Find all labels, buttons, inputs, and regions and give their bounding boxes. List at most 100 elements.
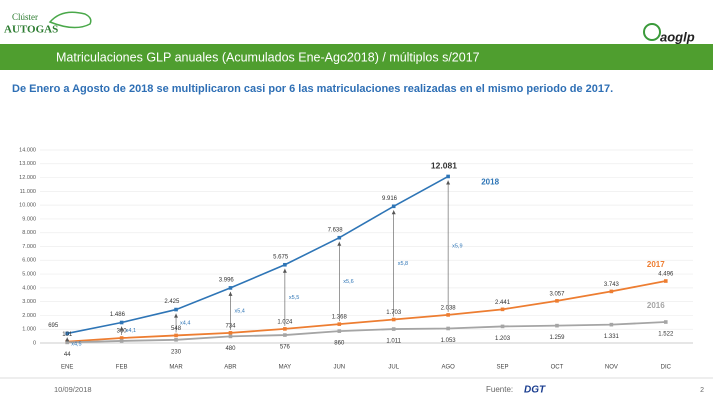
data-label: 1.703 bbox=[386, 310, 402, 316]
multiplier: x4,4 bbox=[180, 320, 190, 326]
data-label: 576 bbox=[280, 345, 291, 351]
marker bbox=[337, 322, 342, 326]
multiplier: x5,9 bbox=[452, 244, 462, 250]
subtitle: De Enero a Agosto de 2018 se multiplicar… bbox=[12, 83, 613, 95]
logo-icon bbox=[643, 23, 661, 41]
data-label: 44 bbox=[64, 352, 71, 358]
marker bbox=[609, 289, 614, 294]
marker bbox=[119, 339, 124, 343]
data-label: 480 bbox=[225, 346, 236, 352]
series-line bbox=[67, 280, 666, 343]
marker bbox=[228, 286, 233, 290]
arrow-head bbox=[119, 326, 124, 331]
data-label: 1.203 bbox=[495, 336, 511, 342]
marker bbox=[174, 338, 178, 342]
data-label: 9.916 bbox=[382, 196, 398, 202]
data-label: 860 bbox=[334, 341, 345, 347]
logo-car bbox=[48, 11, 92, 29]
y-tick-label: 0 bbox=[33, 340, 36, 346]
data-label: 1.024 bbox=[277, 319, 293, 325]
x-tick-label: JUL bbox=[388, 365, 399, 371]
multiplier: x4,1 bbox=[126, 328, 136, 334]
x-tick-label: SEP bbox=[497, 365, 509, 371]
y-tick-label: 4.000 bbox=[22, 285, 36, 291]
data-label: 1.368 bbox=[332, 315, 348, 321]
banner bbox=[0, 44, 713, 70]
footer-date: 10/09/2018 bbox=[54, 385, 92, 394]
arrow-head bbox=[174, 313, 179, 318]
y-tick-label: 10.000 bbox=[19, 203, 36, 209]
marker bbox=[609, 322, 614, 327]
marker bbox=[446, 313, 450, 317]
data-label: 5.675 bbox=[273, 254, 289, 260]
data-label: 548 bbox=[171, 326, 182, 332]
x-tick-label: MAR bbox=[169, 365, 183, 371]
data-label: 734 bbox=[225, 323, 236, 329]
marker bbox=[228, 331, 233, 335]
y-tick-label: 11.000 bbox=[20, 189, 36, 195]
x-tick-label: MAY bbox=[279, 365, 292, 371]
marker bbox=[391, 204, 396, 209]
marker bbox=[663, 320, 668, 324]
multiplier: x5,4 bbox=[234, 308, 244, 314]
data-label: 3.743 bbox=[604, 282, 620, 288]
multiplier: x5,6 bbox=[343, 279, 353, 285]
logo-text: Clúster bbox=[12, 12, 38, 22]
data-label: 2.038 bbox=[441, 305, 457, 311]
marker bbox=[500, 324, 505, 329]
marker bbox=[174, 333, 178, 338]
series-name: 2016 bbox=[647, 301, 665, 310]
multiplier: x5,8 bbox=[398, 261, 408, 267]
x-tick-label: ENE bbox=[61, 365, 73, 371]
marker bbox=[391, 327, 396, 331]
data-label: 3.996 bbox=[219, 277, 235, 283]
y-tick-label: 2.000 bbox=[22, 313, 36, 319]
arrow-head bbox=[228, 291, 233, 296]
marker bbox=[500, 307, 505, 312]
series-line bbox=[67, 175, 449, 335]
y-tick-label: 12.000 bbox=[19, 175, 36, 181]
multiplier: x5,5 bbox=[289, 295, 299, 301]
x-tick-label: NOV bbox=[605, 365, 618, 371]
data-label: 2.441 bbox=[495, 300, 511, 306]
series-name: 2018 bbox=[481, 178, 499, 187]
data-label: 1.011 bbox=[386, 339, 401, 345]
series-line bbox=[67, 321, 666, 344]
logo-text: aoglp bbox=[660, 29, 695, 44]
marker bbox=[283, 327, 287, 331]
footer-logo: DGT bbox=[524, 385, 546, 396]
data-label: 7.638 bbox=[328, 227, 344, 233]
multiplier: x4,5 bbox=[71, 341, 81, 347]
data-label: 695 bbox=[48, 323, 59, 329]
marker bbox=[337, 329, 342, 333]
header bbox=[0, 0, 713, 42]
x-tick-label: JUN bbox=[333, 365, 345, 371]
footer-source: Fuente: bbox=[486, 385, 513, 394]
arrow-head bbox=[446, 180, 451, 185]
x-tick-label: DIC bbox=[661, 365, 672, 371]
y-tick-label: 1.000 bbox=[22, 327, 36, 333]
data-label: 1.053 bbox=[441, 338, 457, 344]
marker bbox=[663, 279, 668, 283]
x-tick-label: AGO bbox=[441, 365, 455, 371]
y-tick-label: 7.000 bbox=[22, 244, 36, 250]
data-label: 1.259 bbox=[549, 335, 565, 341]
arrow-head bbox=[337, 241, 342, 246]
x-tick-label: ABR bbox=[224, 365, 237, 371]
x-tick-label: OCT bbox=[551, 365, 564, 371]
data-label: 3.057 bbox=[549, 291, 565, 297]
marker bbox=[446, 326, 450, 331]
marker bbox=[65, 340, 70, 345]
y-tick-label: 5.000 bbox=[22, 272, 36, 278]
logo-text: AUTOGAS bbox=[4, 24, 58, 36]
y-tick-label: 9.000 bbox=[22, 216, 36, 222]
marker bbox=[555, 323, 559, 328]
data-label: 1.522 bbox=[658, 332, 674, 338]
y-tick-label: 3.000 bbox=[22, 299, 36, 305]
marker bbox=[65, 331, 70, 336]
marker bbox=[119, 320, 124, 325]
marker bbox=[174, 307, 178, 312]
data-label: 12.081 bbox=[431, 161, 457, 171]
